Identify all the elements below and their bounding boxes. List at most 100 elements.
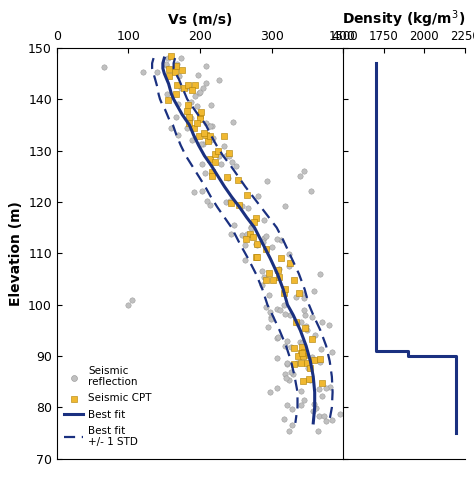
Point [206, 132, 214, 140]
Point [273, 267, 281, 274]
Point [180, 84, 188, 92]
Point [301, 352, 308, 359]
Point [309, 353, 316, 361]
Point [273, 305, 281, 313]
Point [206, 155, 214, 163]
Point [198, 161, 206, 168]
Point [273, 354, 281, 361]
Point [266, 388, 274, 396]
Point [320, 412, 328, 420]
Point [301, 348, 308, 356]
Point [253, 240, 260, 248]
Point [315, 412, 322, 419]
Point [263, 177, 271, 185]
Point [193, 102, 201, 110]
Point [202, 120, 210, 127]
Point [259, 267, 266, 274]
Point [242, 236, 250, 243]
Point [300, 290, 307, 298]
Point [224, 174, 232, 182]
Point [184, 101, 191, 109]
Point [183, 107, 191, 115]
Point [275, 273, 283, 281]
Point [202, 79, 210, 87]
Point [187, 114, 195, 122]
Point [310, 356, 318, 364]
Point [210, 135, 217, 142]
Point [311, 331, 319, 338]
Point [275, 265, 283, 273]
Point [175, 72, 183, 80]
Point [282, 342, 289, 350]
Point [273, 384, 281, 391]
Point [183, 124, 191, 131]
Point [247, 223, 255, 231]
Point [173, 113, 180, 120]
Point [280, 415, 287, 423]
Point [243, 230, 251, 238]
Point [282, 310, 289, 317]
Point [185, 114, 192, 121]
Point [206, 201, 214, 208]
Point [281, 285, 289, 293]
Point [274, 334, 282, 341]
Point [300, 396, 308, 403]
Point [173, 81, 181, 88]
Point [178, 66, 186, 74]
Point [100, 64, 108, 71]
Point [273, 235, 281, 243]
Point [202, 62, 210, 70]
Point [319, 380, 326, 387]
Point [191, 82, 199, 89]
Point [303, 326, 311, 334]
Point [291, 360, 298, 368]
Point [259, 238, 267, 246]
Point [296, 338, 303, 346]
Point [318, 392, 326, 400]
Point [205, 122, 213, 130]
Point [282, 202, 289, 209]
Point [283, 401, 291, 409]
Point [309, 407, 317, 415]
Point [163, 90, 171, 98]
Point [225, 152, 233, 160]
Point [276, 306, 284, 314]
Point [266, 291, 273, 299]
Point [178, 54, 185, 62]
Point [299, 353, 307, 360]
Point [301, 306, 308, 314]
Point [253, 240, 261, 248]
Point [328, 348, 336, 356]
Point [318, 345, 325, 353]
Point [288, 422, 296, 429]
Point [304, 359, 311, 367]
Point [327, 383, 334, 391]
Point [198, 140, 205, 147]
Point [285, 250, 293, 258]
Point [222, 152, 229, 160]
Point [293, 359, 301, 367]
Point [193, 120, 201, 127]
Point [242, 241, 249, 249]
Point [301, 311, 309, 319]
Point [262, 276, 270, 284]
Point [261, 273, 268, 281]
Point [184, 84, 191, 91]
Point [201, 169, 209, 177]
Point [171, 69, 178, 76]
X-axis label: Density (kg/m$^3$): Density (kg/m$^3$) [342, 9, 465, 31]
Point [305, 365, 312, 372]
Point [200, 84, 207, 92]
Point [238, 232, 246, 239]
Point [165, 72, 173, 80]
Point [198, 187, 205, 195]
Point [196, 111, 204, 119]
Point [306, 364, 314, 371]
Point [215, 147, 222, 155]
Point [273, 335, 281, 342]
Point [199, 140, 207, 148]
Point [128, 296, 136, 304]
Point [305, 375, 313, 383]
Point [154, 68, 161, 76]
Point [266, 308, 274, 316]
